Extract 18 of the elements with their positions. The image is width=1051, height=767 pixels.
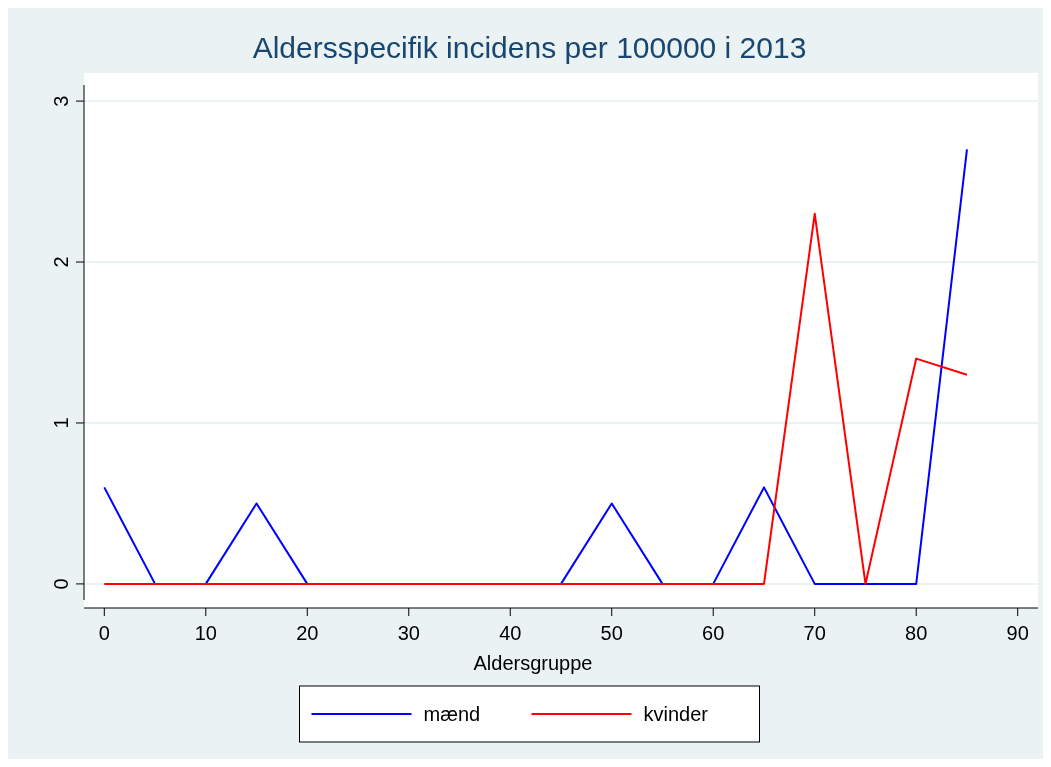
x-tick-label: 20 — [296, 622, 319, 644]
x-tick-label: 90 — [1006, 622, 1029, 644]
x-tick-label: 10 — [194, 622, 217, 644]
y-tick-label: 2 — [50, 256, 72, 268]
x-tick-label: 70 — [803, 622, 826, 644]
x-tick-label: 0 — [98, 622, 110, 644]
legend-label: kvinder — [643, 703, 709, 725]
x-tick-label: 50 — [600, 622, 623, 644]
x-axis-title: Aldersgruppe — [473, 652, 593, 674]
x-tick-label: 80 — [905, 622, 928, 644]
y-tick-label: 3 — [50, 95, 72, 107]
x-tick-label: 30 — [397, 622, 420, 644]
legend-label: mænd — [423, 703, 481, 725]
chart-title: Aldersspecifik incidens per 100000 i 2013 — [252, 31, 807, 64]
x-tick-label: 60 — [702, 622, 725, 644]
y-tick-label: 1 — [50, 417, 72, 429]
x-tick-label: 40 — [499, 622, 522, 644]
y-tick-label: 0 — [50, 578, 72, 590]
